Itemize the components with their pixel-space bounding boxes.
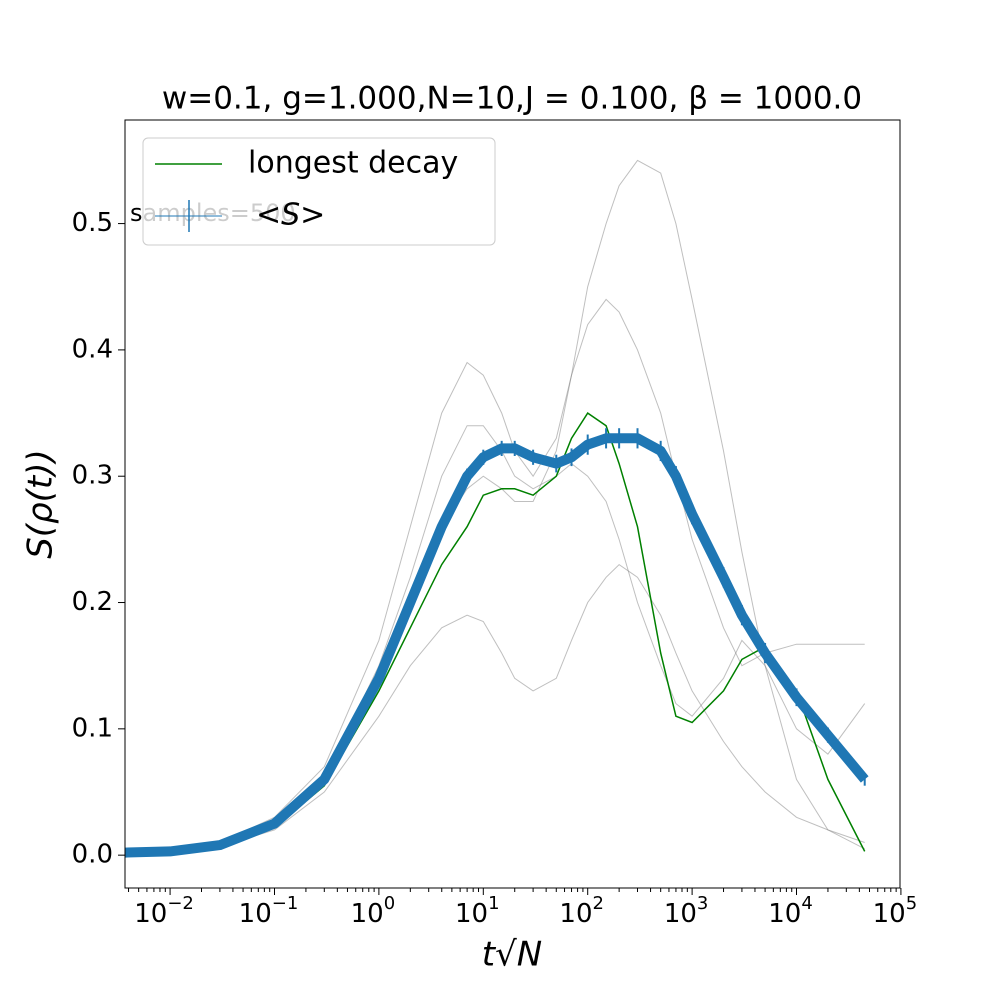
chart-title: w=0.1, g=1.000,N=10,J = 0.100, β = 1000.… — [162, 81, 862, 117]
tick-base: 10 — [768, 899, 801, 929]
x-tick-label: 102 — [559, 893, 604, 929]
sample-line — [124, 563, 865, 854]
legend-box — [142, 137, 496, 246]
legend: longest decay <S> — [142, 137, 496, 246]
x-tick-label: 104 — [768, 893, 813, 929]
tick-exponent: 2 — [593, 893, 604, 914]
legend-label: longest decay — [248, 146, 458, 181]
tick-exponent: 3 — [697, 893, 708, 914]
y-tick-label: 0.0 — [72, 840, 113, 870]
y-tick-label: 0.5 — [72, 208, 113, 238]
tick-base: 10 — [351, 899, 384, 929]
x-tick-label: 105 — [873, 893, 918, 929]
x-tick-label: 103 — [664, 893, 709, 929]
tick-base: 10 — [239, 899, 272, 929]
sample-line — [124, 159, 865, 854]
tick-exponent: 5 — [906, 893, 917, 914]
tick-exponent: −1 — [272, 893, 299, 914]
tick-exponent: 1 — [488, 893, 499, 914]
tick-exponent: −2 — [167, 893, 194, 914]
tick-base: 10 — [559, 899, 592, 929]
tick-exponent: 4 — [801, 893, 812, 914]
y-tick-label: 0.3 — [72, 461, 113, 491]
y-tick-label: 0.4 — [72, 334, 113, 364]
y-tick-label: 0.1 — [72, 713, 113, 743]
y-axis-label: S(ρ(t)) — [21, 449, 61, 559]
tick-base: 10 — [873, 899, 906, 929]
sample-line — [124, 298, 865, 854]
legend-label: <S> — [256, 198, 325, 233]
y-tick-label: 0.2 — [72, 587, 113, 617]
x-tick-label: 101 — [455, 893, 500, 929]
x-axis-label: t√N — [482, 935, 542, 975]
axes-frame — [124, 119, 901, 889]
tick-base: 10 — [455, 899, 488, 929]
tick-base: 10 — [664, 899, 697, 929]
x-tick-label: 10−1 — [239, 893, 299, 929]
tick-exponent: 0 — [384, 893, 395, 914]
mean-line — [124, 433, 869, 858]
x-tick-label: 10−2 — [134, 893, 194, 929]
plot-area — [124, 159, 869, 858]
x-tick-label: 100 — [351, 893, 396, 929]
tick-base: 10 — [134, 899, 167, 929]
